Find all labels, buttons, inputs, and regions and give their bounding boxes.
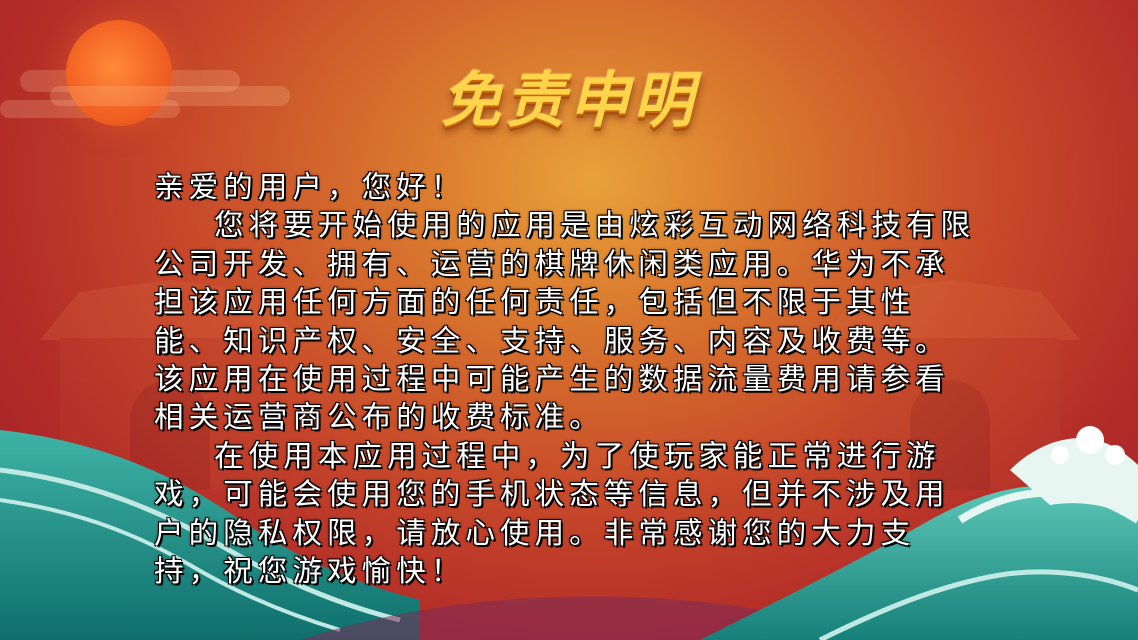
page-title: 免责申明 [441,66,697,136]
sun-decoration [66,20,172,126]
greeting-text: 亲爱的用户，您好！ [154,170,466,204]
disclaimer-paragraph-1: 您将要开始使用的应用是由炫彩互动网络科技有限公司开发、拥有、运营的棋牌休闲类应用… [154,208,976,435]
pavilion-right-decoration [820,280,1080,490]
disclaimer-text: 亲爱的用户，您好！ 您将要开始使用的应用是由炫彩互动网络科技有限公司开发、拥有、… [154,168,984,590]
cloud-decoration [50,86,290,106]
disclaimer-paragraph-2: 在使用本应用过程中，为了使玩家能正常进行游戏，可能会使用您的手机状态等信息，但并… [154,438,950,589]
